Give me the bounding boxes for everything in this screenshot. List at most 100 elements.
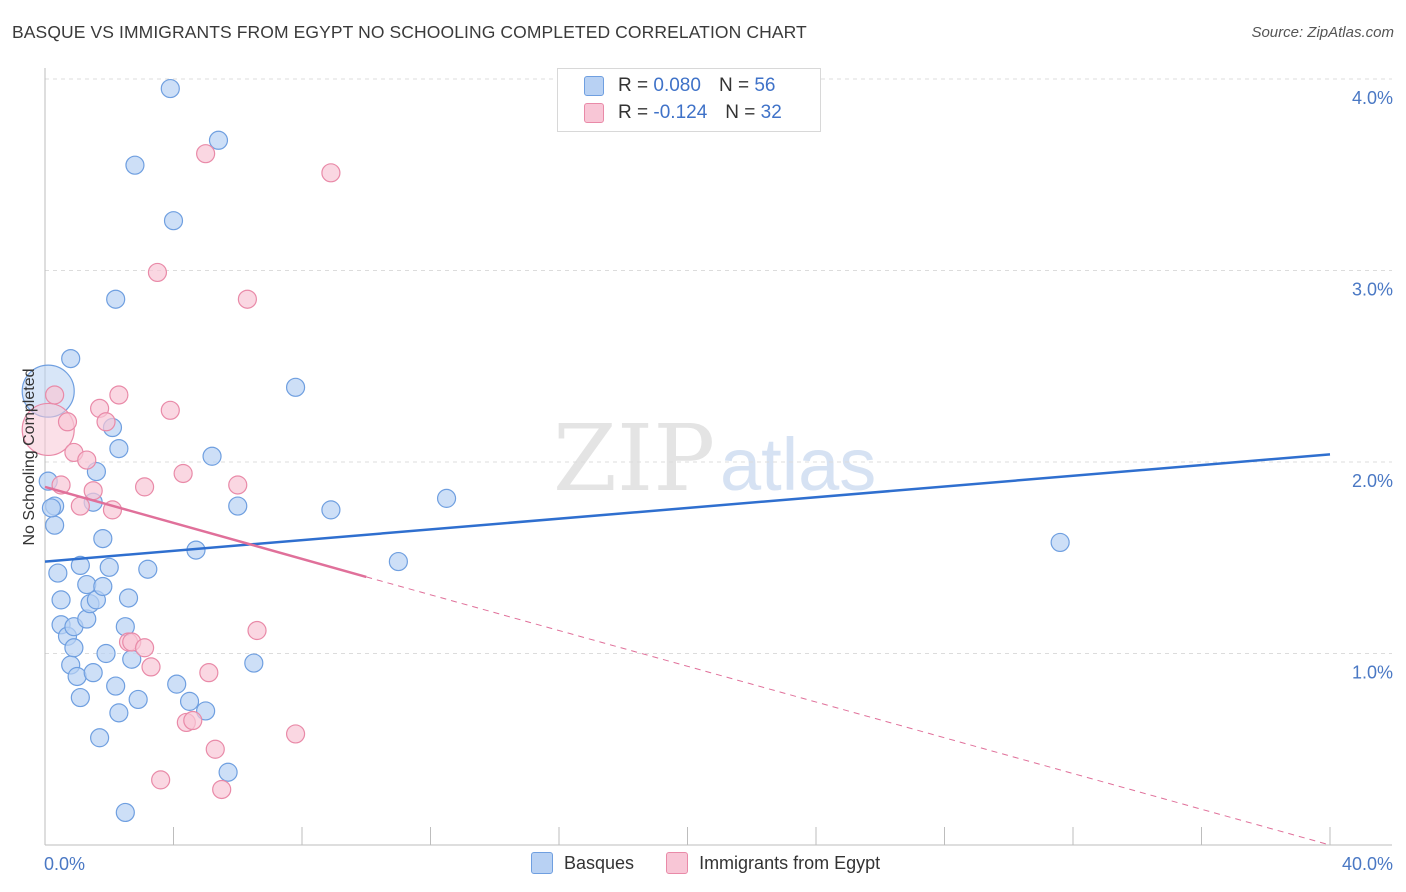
egypt-point <box>45 385 65 405</box>
basques-point <box>51 590 71 610</box>
basques-swatch <box>584 76 604 96</box>
egypt-legend-label: Immigrants from Egypt <box>699 852 881 873</box>
basques-point <box>61 348 81 369</box>
basques-point <box>1050 532 1070 553</box>
basques-point <box>179 691 200 711</box>
basques-point <box>388 551 408 572</box>
y-tick-label: 4.0% <box>1352 88 1393 108</box>
egypt-point <box>228 475 248 495</box>
n-label: N = <box>725 102 756 123</box>
basques-point <box>128 689 148 710</box>
egypt-point <box>57 412 78 432</box>
data-points <box>21 78 1070 823</box>
basques-point <box>125 155 145 175</box>
y-tick-label: 2.0% <box>1352 471 1393 491</box>
basques-point <box>244 653 264 673</box>
legend-row-basques: R = 0.080 N = 56 <box>584 73 775 99</box>
basques-point <box>90 728 110 748</box>
correlation-legend: R = 0.080 N = 56 R = -0.124 N = 32 <box>557 68 821 132</box>
egypt-legend-swatch <box>666 852 689 874</box>
basques-r-value: 0.080 <box>653 75 701 96</box>
basques-legend-swatch <box>531 852 553 874</box>
egypt-point <box>321 163 341 183</box>
egypt-point <box>173 463 193 484</box>
egypt-point <box>134 638 155 658</box>
basques-point <box>70 687 90 708</box>
axes <box>44 68 1392 846</box>
basques-point <box>99 557 119 577</box>
basques-point <box>196 701 216 721</box>
basques-point <box>93 528 113 549</box>
egypt-point <box>141 657 161 677</box>
watermark-atlas: atlas <box>720 423 876 506</box>
egypt-point <box>199 663 219 683</box>
basques-point <box>109 703 129 723</box>
basques-point <box>115 802 135 823</box>
basques-point <box>138 559 158 579</box>
axis-labels: 1.0% 2.0% 3.0% 4.0% 0.0% 40.0% No Schooling Co… <box>21 88 1393 874</box>
basques-trendline <box>44 453 1331 563</box>
source-label: Source: ZipAtlas.com <box>1251 24 1394 41</box>
basques-point <box>77 574 97 595</box>
gridlines <box>45 78 1392 654</box>
series-legend: Basques Immigrants from Egypt <box>531 852 912 874</box>
egypt-swatch <box>584 103 604 123</box>
egypt-point <box>151 770 171 790</box>
egypt-point <box>237 289 257 309</box>
egypt-point <box>160 400 180 420</box>
y-tick-label: 3.0% <box>1352 280 1393 300</box>
egypt-point <box>96 412 116 432</box>
egypt-trendline <box>366 576 1331 846</box>
egypt-point <box>285 724 306 744</box>
basques-point <box>70 555 90 576</box>
egypt-point <box>83 481 103 501</box>
basques-point <box>96 643 116 664</box>
x-tick-label: 40.0% <box>1342 854 1393 874</box>
watermark-zip: ZIP <box>553 405 715 512</box>
basques-legend-label: Basques <box>564 852 635 873</box>
egypt-point <box>212 779 232 800</box>
basques-point <box>118 588 139 608</box>
basques-point <box>106 289 126 309</box>
legend-item-basques[interactable]: Basques <box>531 852 634 874</box>
n-label: N = <box>718 75 750 96</box>
egypt-point <box>205 739 225 759</box>
egypt-trendline <box>44 485 367 579</box>
egypt-point <box>134 477 155 497</box>
trendlines <box>44 453 1331 846</box>
basques-point <box>64 638 84 658</box>
basques-point <box>202 446 222 466</box>
egypt-point <box>196 144 216 164</box>
basques-point <box>106 676 126 696</box>
basques-point <box>160 78 180 99</box>
x-tick-label: 0.0% <box>44 854 85 874</box>
egypt-point <box>247 620 267 641</box>
egypt-point <box>147 262 168 283</box>
egypt-point <box>109 385 129 405</box>
basques-point <box>208 130 229 150</box>
legend-row-egypt: R = -0.124 N = 32 <box>584 100 782 126</box>
basques-point <box>41 498 62 518</box>
egypt-r-value: -0.124 <box>653 102 708 123</box>
egypt-point <box>77 450 97 470</box>
basques-point <box>67 666 87 687</box>
basques-point <box>167 674 187 694</box>
basques-point <box>83 663 103 683</box>
basques-point <box>48 563 68 583</box>
basques-point <box>109 438 129 459</box>
r-label: R = <box>618 102 649 123</box>
egypt-point <box>183 710 203 731</box>
legend-item-egypt[interactable]: Immigrants from Egypt <box>666 852 880 874</box>
egypt-n-value: 32 <box>760 102 782 123</box>
basques-point <box>321 500 341 520</box>
basques-point <box>436 488 457 508</box>
y-tick-label: 1.0% <box>1352 663 1393 683</box>
basques-point <box>228 496 248 516</box>
basques-point <box>218 762 238 782</box>
basques-point <box>93 576 113 597</box>
basques-point <box>45 515 65 535</box>
basques-n-value: 56 <box>754 75 776 96</box>
chart-title: BASQUE VS IMMIGRANTS FROM EGYPT NO SCHOO… <box>12 22 807 42</box>
basques-point <box>163 211 184 231</box>
